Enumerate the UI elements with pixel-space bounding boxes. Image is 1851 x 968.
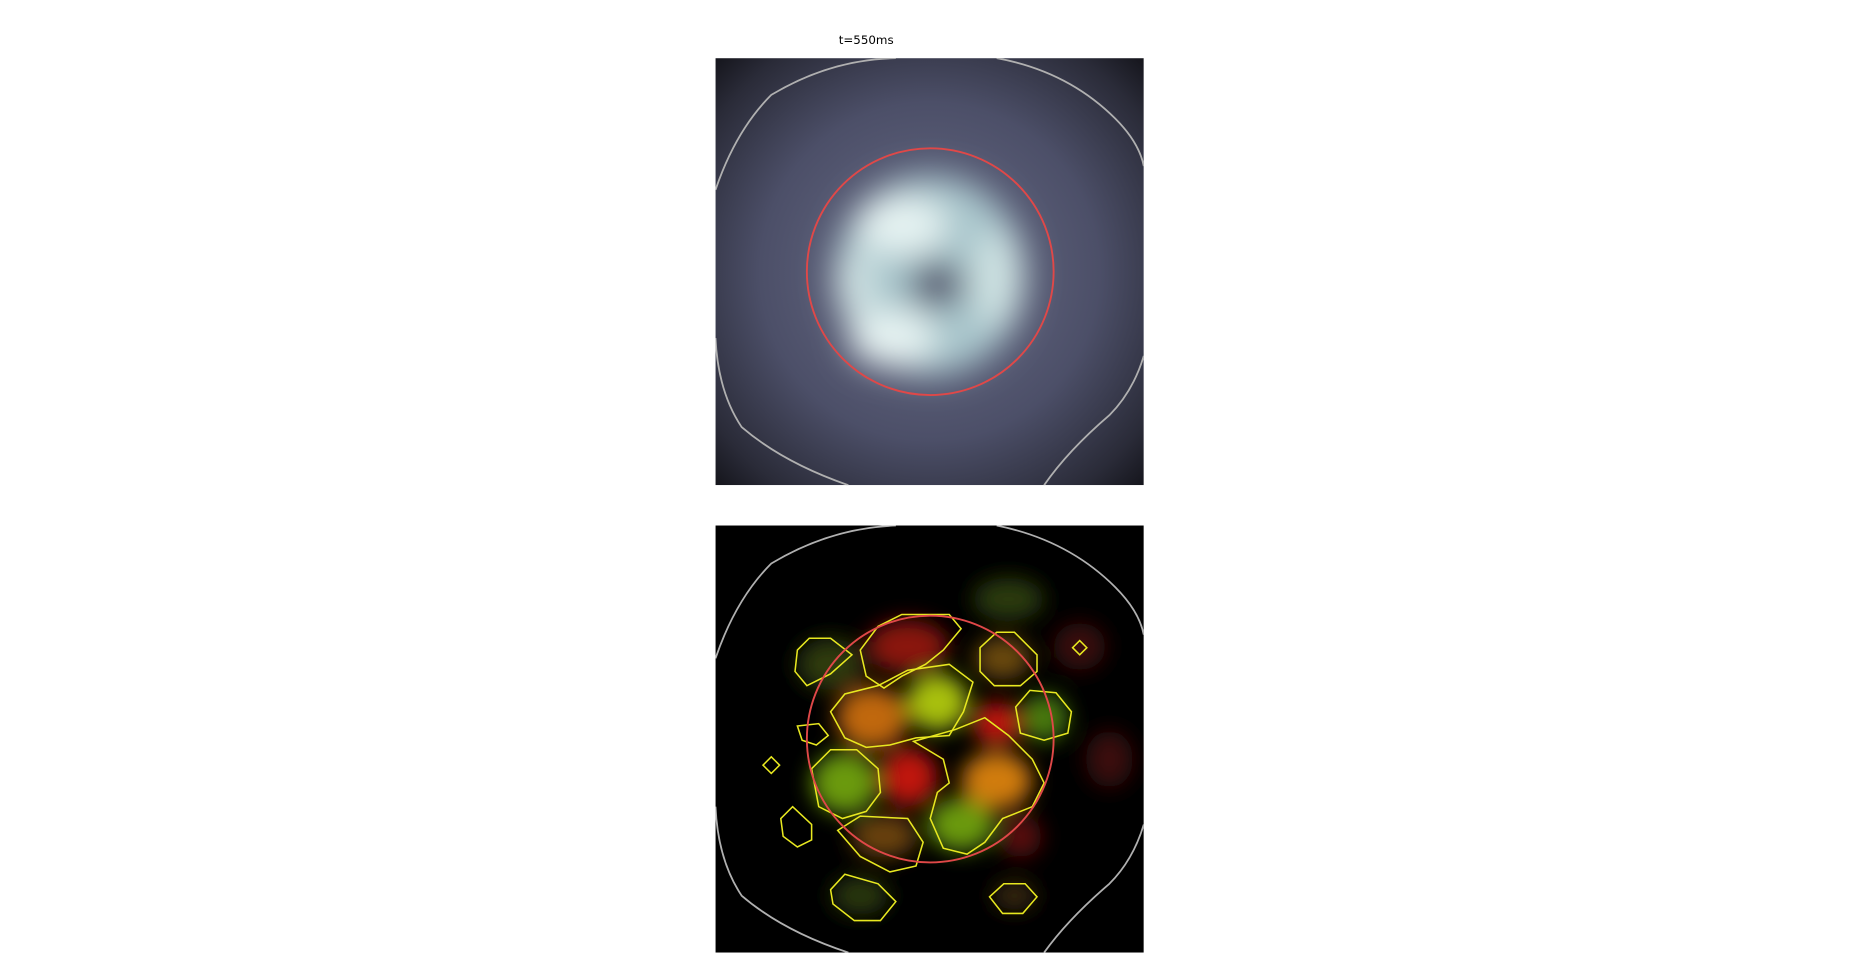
bottom-panel (715, 525, 1144, 953)
top-panel (715, 58, 1144, 486)
panel-title: t=550ms (839, 33, 894, 47)
